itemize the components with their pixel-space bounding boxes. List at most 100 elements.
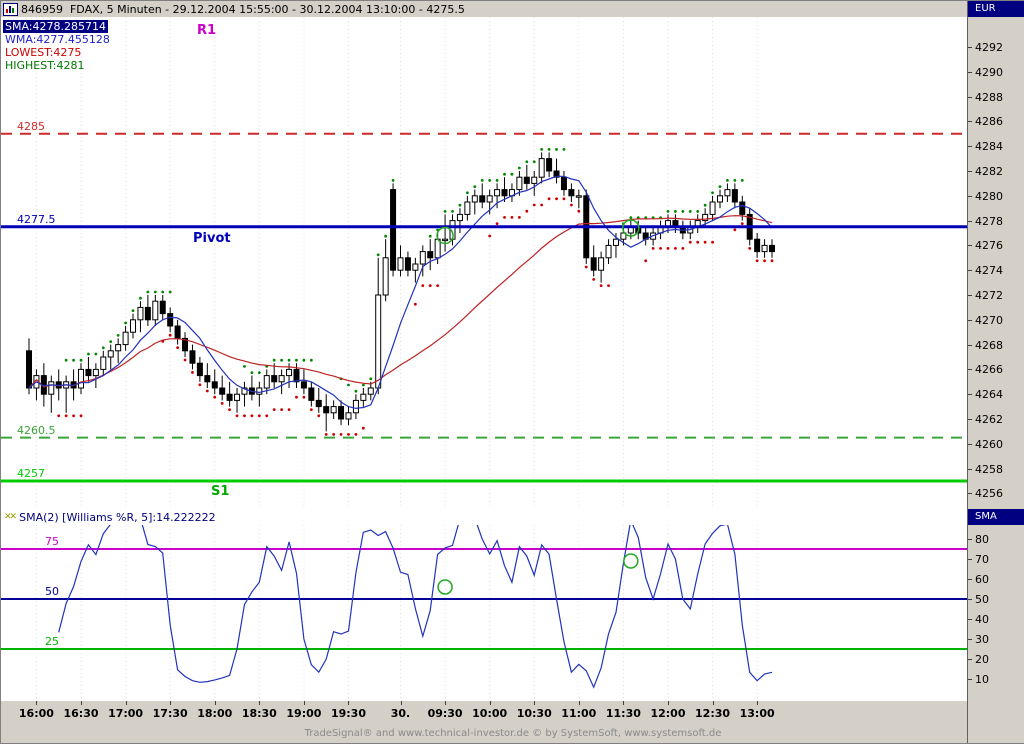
formula-icon: ✕✕ — [4, 512, 17, 522]
price-chart-pane[interactable]: SMA:4278.285714 WMA:4277.455128 LOWEST:4… — [1, 17, 967, 510]
candle-body[interactable] — [167, 313, 174, 327]
candle-body[interactable] — [702, 213, 709, 222]
candle-body[interactable] — [427, 251, 434, 259]
legend-highest[interactable]: HIGHEST:4281 — [5, 59, 85, 72]
candle-body[interactable] — [538, 158, 545, 178]
candle-body[interactable] — [100, 356, 107, 370]
candle-body[interactable] — [471, 195, 478, 203]
legend-sma[interactable]: SMA:4278.285714 — [3, 20, 108, 33]
indicator-canvas[interactable] — [1, 525, 967, 701]
williams-line[interactable] — [58, 525, 773, 689]
candle-body[interactable] — [308, 387, 315, 401]
candle-body[interactable] — [367, 387, 374, 395]
price-chart-canvas[interactable] — [1, 17, 967, 509]
candle-body[interactable] — [263, 375, 270, 389]
candle-body[interactable] — [575, 195, 582, 198]
lowest-dot — [674, 247, 677, 250]
candle-body[interactable] — [739, 201, 746, 215]
candle-body[interactable] — [464, 201, 471, 215]
candle-body[interactable] — [338, 406, 345, 420]
candle-body[interactable] — [494, 189, 501, 197]
candle-body[interactable] — [48, 381, 55, 395]
candle-body[interactable] — [152, 300, 159, 321]
candle-body[interactable] — [612, 238, 619, 246]
candle-body[interactable] — [724, 189, 731, 197]
candle-body[interactable] — [709, 201, 716, 215]
candle-body[interactable] — [137, 306, 144, 321]
candle-body[interactable] — [352, 399, 359, 414]
candle-body[interactable] — [122, 331, 129, 346]
candle-body[interactable] — [345, 412, 352, 420]
candle-body[interactable] — [107, 350, 114, 358]
candle-body[interactable] — [731, 189, 738, 203]
candle-body[interactable] — [130, 319, 137, 333]
candle-body[interactable] — [501, 189, 508, 197]
candle-body[interactable] — [769, 244, 775, 253]
candle-body[interactable] — [568, 189, 575, 197]
candle-body[interactable] — [286, 368, 293, 377]
candle-body[interactable] — [479, 195, 486, 203]
legend-wma[interactable]: WMA:4277.455128 — [5, 33, 110, 46]
sma-line[interactable] — [28, 175, 773, 410]
candle-body[interactable] — [716, 195, 723, 203]
candle-body[interactable] — [754, 238, 761, 253]
candle-body[interactable] — [174, 325, 181, 339]
candle-body[interactable] — [456, 213, 463, 222]
candle-body[interactable] — [300, 381, 307, 389]
candle-body[interactable] — [419, 251, 426, 265]
candle-body[interactable] — [256, 387, 263, 395]
indicator-pane-tag: SMA — [968, 509, 1024, 525]
candle-body[interactable] — [553, 170, 560, 178]
indicator-title[interactable]: SMA(2) [Williams %R, 5]:14.222222 — [19, 510, 216, 524]
candle-body[interactable] — [144, 306, 151, 321]
candle-body[interactable] — [196, 362, 203, 377]
candle-body[interactable] — [412, 263, 419, 271]
candle-body[interactable] — [523, 176, 530, 184]
candle-body[interactable] — [605, 244, 612, 259]
time-axis[interactable]: 16:00 16:30 17:00 17:30 18:00 18:30 19:00 19:30… — [1, 701, 967, 726]
footer-link-technical-investor[interactable]: www.technical-investor.de — [397, 728, 529, 739]
candle-body[interactable] — [486, 195, 493, 203]
candle-body[interactable] — [189, 350, 196, 364]
candle-body[interactable] — [92, 368, 99, 377]
candle-body[interactable] — [620, 232, 627, 240]
candle-body[interactable] — [546, 158, 553, 172]
candle-body[interactable] — [330, 406, 337, 414]
candle-body[interactable] — [598, 257, 605, 271]
legend-lowest[interactable]: LOWEST:4275 — [5, 46, 82, 59]
candle-body[interactable] — [382, 257, 389, 296]
footer-link-systemsoft[interactable]: www.systemsoft.de — [624, 728, 722, 739]
candle-body[interactable] — [159, 300, 166, 315]
candle-body[interactable] — [85, 368, 92, 377]
candle-body[interactable] — [404, 257, 411, 271]
candle-body[interactable] — [531, 176, 538, 184]
candle-body[interactable] — [26, 350, 32, 389]
candle-body[interactable] — [241, 387, 248, 395]
candle-body[interactable] — [761, 244, 768, 253]
wma-line[interactable] — [28, 215, 773, 389]
candle-body[interactable] — [315, 399, 322, 408]
candle-body[interactable] — [278, 375, 285, 383]
highest-dot — [510, 172, 514, 176]
candle-body[interactable] — [234, 393, 241, 401]
candle-body[interactable] — [560, 176, 567, 191]
candle-body[interactable] — [182, 337, 189, 352]
candle-body[interactable] — [397, 257, 404, 271]
candle-body[interactable] — [375, 294, 382, 389]
candle-body[interactable] — [115, 344, 122, 352]
price-axis[interactable]: EUR SMA 4292 4290 4288 4286 4284 4282 4280 4278… — [967, 1, 1024, 743]
candle-body[interactable] — [516, 176, 523, 191]
candle-body[interactable] — [323, 406, 330, 414]
candle-body[interactable] — [590, 257, 597, 271]
candle-body[interactable] — [219, 387, 226, 395]
candle-body[interactable] — [78, 368, 85, 389]
candle-body[interactable] — [226, 393, 233, 401]
candle-body[interactable] — [390, 189, 397, 271]
candle-body[interactable] — [271, 375, 278, 383]
candle-body[interactable] — [293, 368, 300, 383]
candle-body[interactable] — [204, 375, 211, 383]
indicator-pane[interactable]: 75 50 25 — [1, 525, 967, 702]
candle-body[interactable] — [211, 381, 218, 389]
candle-body[interactable] — [442, 238, 449, 242]
candle-body[interactable] — [360, 393, 367, 401]
